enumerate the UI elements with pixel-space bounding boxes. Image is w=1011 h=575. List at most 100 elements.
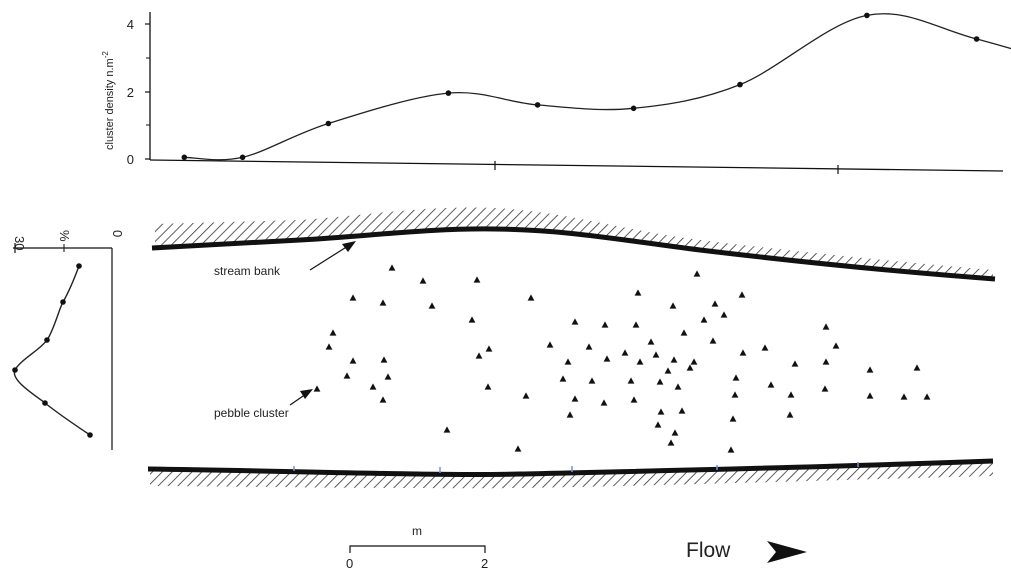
pebble-26 bbox=[621, 349, 629, 356]
upper-stream-bank bbox=[151, 207, 996, 282]
pebble-57 bbox=[913, 364, 921, 371]
side-point bbox=[60, 299, 66, 305]
pebble-43 bbox=[369, 383, 377, 390]
pebble-62 bbox=[630, 396, 638, 403]
pebble-27 bbox=[652, 351, 660, 358]
pebble-12 bbox=[468, 316, 476, 323]
pebble-70 bbox=[566, 411, 574, 418]
pebble-67 bbox=[866, 392, 874, 399]
density-point-4 bbox=[534, 102, 541, 108]
pebble-76 bbox=[514, 445, 522, 452]
pebble-36 bbox=[380, 356, 388, 363]
pebble-cluster-arrowhead bbox=[300, 389, 313, 399]
stream-bank-label: stream bank bbox=[214, 264, 281, 278]
pebble-68 bbox=[900, 393, 908, 400]
side-tick-label-30: 30 bbox=[12, 236, 27, 250]
side-point bbox=[76, 263, 82, 269]
side-axis-label: % bbox=[57, 230, 72, 242]
pebble-33 bbox=[822, 323, 830, 330]
pebble-47 bbox=[588, 377, 596, 384]
pebble-18 bbox=[680, 329, 688, 336]
top-y-tick-label-2: 2 bbox=[127, 85, 134, 100]
pebble-42 bbox=[343, 372, 351, 379]
pebble-13 bbox=[571, 318, 579, 325]
pebble-63 bbox=[657, 408, 665, 415]
pebble-56 bbox=[866, 366, 874, 373]
pebble-0 bbox=[388, 264, 396, 271]
bank-blue-marks bbox=[293, 462, 859, 473]
pebble-74 bbox=[786, 411, 794, 418]
pebble-3 bbox=[349, 294, 357, 301]
pebble-65 bbox=[731, 391, 739, 398]
density-points bbox=[181, 12, 980, 161]
pebble-69 bbox=[923, 393, 931, 400]
density-point-5 bbox=[630, 105, 637, 112]
pebble-79 bbox=[313, 385, 321, 392]
scale-bar-unit: m bbox=[412, 524, 422, 538]
pebble-4 bbox=[379, 299, 387, 306]
pebble-60 bbox=[571, 395, 579, 402]
flow-indicator: Flow bbox=[686, 539, 807, 563]
pebble-31 bbox=[739, 349, 747, 356]
pebble-46 bbox=[559, 375, 567, 382]
density-curve bbox=[184, 13, 1011, 161]
pebble-45 bbox=[484, 383, 492, 390]
side-profile-curve bbox=[13, 265, 91, 436]
pebble-28 bbox=[670, 356, 678, 363]
density-point-3 bbox=[445, 90, 452, 96]
side-point bbox=[87, 432, 93, 438]
pebble-41 bbox=[686, 364, 694, 371]
pebble-72 bbox=[671, 429, 679, 436]
pebble-cluster-label: pebble cluster bbox=[214, 406, 289, 420]
pebble-clusters bbox=[313, 264, 931, 453]
pebble-73 bbox=[729, 415, 737, 422]
pebble-38 bbox=[603, 355, 611, 362]
pebble-29 bbox=[690, 358, 698, 365]
pebble-59 bbox=[522, 392, 530, 399]
side-profile: 30 0 % bbox=[12, 230, 125, 450]
pebble-61 bbox=[600, 399, 608, 406]
scale-bar: m 0 2 bbox=[346, 524, 488, 571]
pebble-19 bbox=[647, 338, 655, 345]
top-y-axis-label: cluster density n.m-2 bbox=[101, 51, 116, 150]
flow-label: Flow bbox=[686, 539, 731, 562]
upper-bank-line bbox=[151, 226, 996, 282]
pebble-10 bbox=[711, 300, 719, 307]
lower-stream-bank bbox=[147, 458, 994, 489]
pebble-8 bbox=[693, 270, 701, 277]
upper-bank-hatch bbox=[155, 207, 993, 279]
pebble-2 bbox=[473, 276, 481, 283]
pebble-22 bbox=[485, 345, 493, 352]
stream-bank-callout: stream bank bbox=[214, 241, 356, 278]
pebble-50 bbox=[674, 383, 682, 390]
pebble-39 bbox=[636, 358, 644, 365]
pebble-32 bbox=[761, 344, 769, 351]
scale-bar-start: 0 bbox=[346, 556, 353, 571]
pebble-58 bbox=[379, 396, 387, 403]
pebble-21 bbox=[325, 343, 333, 350]
top-y-tick-label-0: 0 bbox=[127, 152, 134, 167]
pebble-23 bbox=[475, 352, 483, 359]
stream-bank-arrowhead bbox=[342, 241, 356, 252]
pebble-75 bbox=[443, 426, 451, 433]
pebble-64 bbox=[678, 407, 686, 414]
side-tick-label-0: 0 bbox=[110, 230, 125, 237]
pebble-7 bbox=[634, 289, 642, 296]
side-point bbox=[42, 400, 48, 406]
pebble-66 bbox=[787, 391, 795, 398]
lower-bank-line bbox=[147, 458, 994, 477]
stream-bank-arrow-line bbox=[309, 245, 349, 271]
pebble-71 bbox=[654, 421, 662, 428]
top-density-profile: 4 2 0 cluster density n.m-2 bbox=[101, 12, 1011, 174]
density-point-0 bbox=[181, 154, 188, 161]
pebble-52 bbox=[767, 381, 775, 388]
density-point-2 bbox=[325, 120, 332, 127]
top-y-tick-label-4: 4 bbox=[127, 17, 134, 32]
pebble-40 bbox=[664, 367, 672, 374]
pebble-25 bbox=[585, 343, 593, 350]
pebble-14 bbox=[632, 321, 640, 328]
pebble-20 bbox=[329, 329, 337, 336]
pebble-78 bbox=[727, 446, 735, 453]
pebble-16 bbox=[700, 316, 708, 323]
pebble-17 bbox=[720, 311, 728, 318]
